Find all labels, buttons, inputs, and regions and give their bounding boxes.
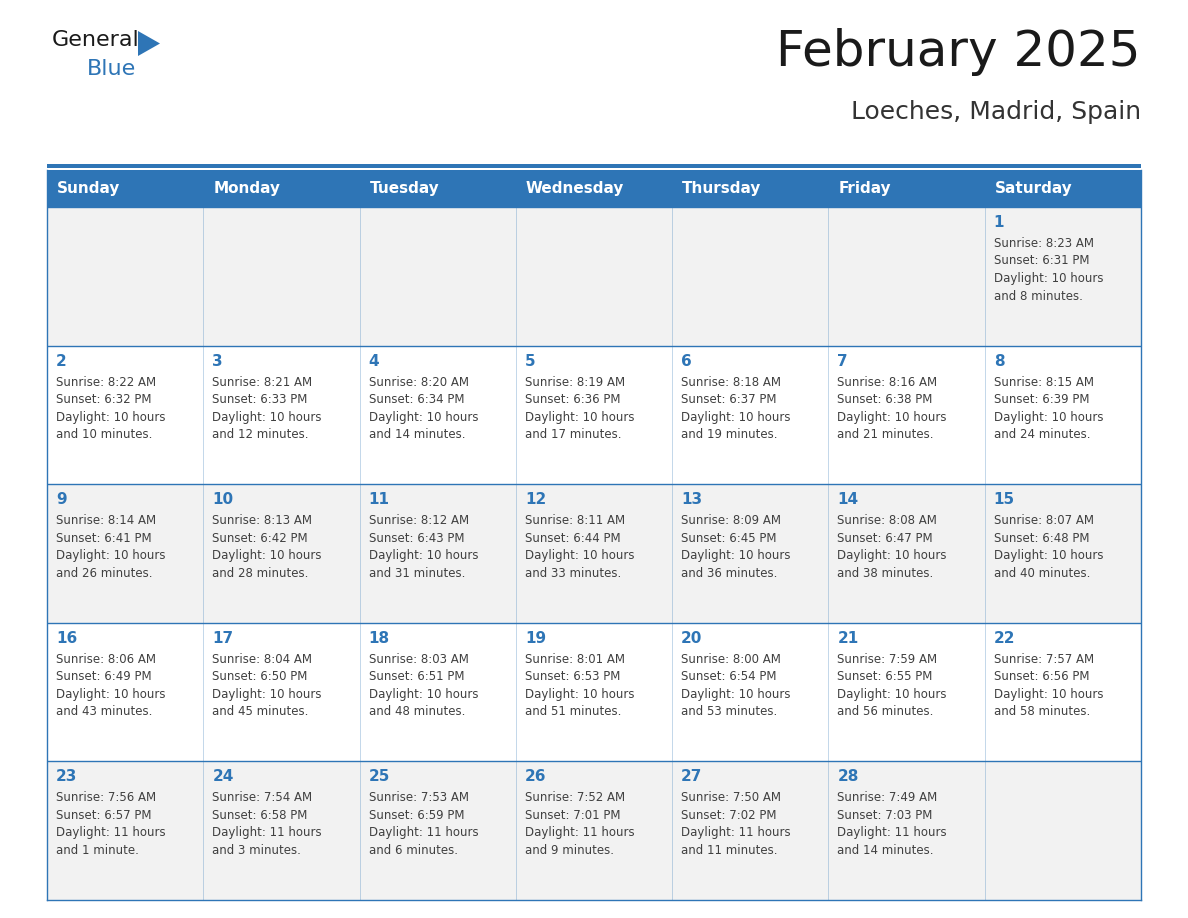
Text: 12: 12	[525, 492, 546, 508]
Text: 13: 13	[681, 492, 702, 508]
Text: 14: 14	[838, 492, 859, 508]
Text: Sunrise: 8:03 AM
Sunset: 6:51 PM
Daylight: 10 hours
and 48 minutes.: Sunrise: 8:03 AM Sunset: 6:51 PM Dayligh…	[368, 653, 478, 718]
Bar	[516, 170, 672, 207]
Bar	[48, 484, 1140, 622]
Text: Loeches, Madrid, Spain: Loeches, Madrid, Spain	[851, 100, 1140, 124]
Text: 25: 25	[368, 769, 390, 784]
Bar	[48, 170, 203, 207]
Text: 27: 27	[681, 769, 702, 784]
Text: Sunrise: 8:16 AM
Sunset: 6:38 PM
Daylight: 10 hours
and 21 minutes.: Sunrise: 8:16 AM Sunset: 6:38 PM Dayligh…	[838, 375, 947, 442]
Text: 19: 19	[525, 631, 546, 645]
Bar	[985, 170, 1140, 207]
Text: 7: 7	[838, 353, 848, 369]
Text: Wednesday: Wednesday	[526, 181, 624, 196]
Text: Sunrise: 8:15 AM
Sunset: 6:39 PM
Daylight: 10 hours
and 24 minutes.: Sunrise: 8:15 AM Sunset: 6:39 PM Dayligh…	[993, 375, 1104, 442]
Text: 21: 21	[838, 631, 859, 645]
Text: 26: 26	[525, 769, 546, 784]
Text: 2: 2	[56, 353, 67, 369]
Text: 5: 5	[525, 353, 536, 369]
Text: Sunrise: 8:20 AM
Sunset: 6:34 PM
Daylight: 10 hours
and 14 minutes.: Sunrise: 8:20 AM Sunset: 6:34 PM Dayligh…	[368, 375, 478, 442]
Text: Sunday: Sunday	[57, 181, 120, 196]
Text: 20: 20	[681, 631, 702, 645]
Bar	[203, 170, 360, 207]
Text: 1: 1	[993, 215, 1004, 230]
Text: 10: 10	[213, 492, 233, 508]
Text: Monday: Monday	[214, 181, 280, 196]
Text: February 2025: February 2025	[777, 28, 1140, 76]
Text: Sunrise: 8:08 AM
Sunset: 6:47 PM
Daylight: 10 hours
and 38 minutes.: Sunrise: 8:08 AM Sunset: 6:47 PM Dayligh…	[838, 514, 947, 579]
Text: 16: 16	[56, 631, 77, 645]
Text: 22: 22	[993, 631, 1016, 645]
Text: Sunrise: 8:06 AM
Sunset: 6:49 PM
Daylight: 10 hours
and 43 minutes.: Sunrise: 8:06 AM Sunset: 6:49 PM Dayligh…	[56, 653, 165, 718]
Text: Sunrise: 8:22 AM
Sunset: 6:32 PM
Daylight: 10 hours
and 10 minutes.: Sunrise: 8:22 AM Sunset: 6:32 PM Dayligh…	[56, 375, 165, 442]
Bar	[360, 170, 516, 207]
Text: Sunrise: 8:21 AM
Sunset: 6:33 PM
Daylight: 10 hours
and 12 minutes.: Sunrise: 8:21 AM Sunset: 6:33 PM Dayligh…	[213, 375, 322, 442]
Bar	[672, 170, 828, 207]
Text: Sunrise: 7:53 AM
Sunset: 6:59 PM
Daylight: 11 hours
and 6 minutes.: Sunrise: 7:53 AM Sunset: 6:59 PM Dayligh…	[368, 791, 479, 856]
Text: Sunrise: 8:12 AM
Sunset: 6:43 PM
Daylight: 10 hours
and 31 minutes.: Sunrise: 8:12 AM Sunset: 6:43 PM Dayligh…	[368, 514, 478, 579]
Bar	[48, 163, 1140, 168]
Text: Friday: Friday	[839, 181, 891, 196]
Bar	[828, 170, 985, 207]
Text: Sunrise: 7:52 AM
Sunset: 7:01 PM
Daylight: 11 hours
and 9 minutes.: Sunrise: 7:52 AM Sunset: 7:01 PM Dayligh…	[525, 791, 634, 856]
Text: Sunrise: 8:23 AM
Sunset: 6:31 PM
Daylight: 10 hours
and 8 minutes.: Sunrise: 8:23 AM Sunset: 6:31 PM Dayligh…	[993, 237, 1104, 303]
Text: 18: 18	[368, 631, 390, 645]
Polygon shape	[138, 31, 160, 56]
Text: Sunrise: 8:07 AM
Sunset: 6:48 PM
Daylight: 10 hours
and 40 minutes.: Sunrise: 8:07 AM Sunset: 6:48 PM Dayligh…	[993, 514, 1104, 579]
Bar	[48, 622, 1140, 761]
Text: General: General	[52, 30, 140, 50]
Text: 8: 8	[993, 353, 1004, 369]
Text: Sunrise: 8:13 AM
Sunset: 6:42 PM
Daylight: 10 hours
and 28 minutes.: Sunrise: 8:13 AM Sunset: 6:42 PM Dayligh…	[213, 514, 322, 579]
Text: Saturday: Saturday	[994, 181, 1073, 196]
Text: Thursday: Thursday	[682, 181, 762, 196]
Bar	[48, 345, 1140, 484]
Text: Sunrise: 8:14 AM
Sunset: 6:41 PM
Daylight: 10 hours
and 26 minutes.: Sunrise: 8:14 AM Sunset: 6:41 PM Dayligh…	[56, 514, 165, 579]
Text: 24: 24	[213, 769, 234, 784]
Text: 28: 28	[838, 769, 859, 784]
Text: 23: 23	[56, 769, 77, 784]
Text: 9: 9	[56, 492, 67, 508]
Text: Sunrise: 8:00 AM
Sunset: 6:54 PM
Daylight: 10 hours
and 53 minutes.: Sunrise: 8:00 AM Sunset: 6:54 PM Dayligh…	[681, 653, 791, 718]
Text: 11: 11	[368, 492, 390, 508]
Text: Sunrise: 7:56 AM
Sunset: 6:57 PM
Daylight: 11 hours
and 1 minute.: Sunrise: 7:56 AM Sunset: 6:57 PM Dayligh…	[56, 791, 165, 856]
Text: 4: 4	[368, 353, 379, 369]
Bar	[48, 761, 1140, 900]
Text: Sunrise: 7:50 AM
Sunset: 7:02 PM
Daylight: 11 hours
and 11 minutes.: Sunrise: 7:50 AM Sunset: 7:02 PM Dayligh…	[681, 791, 791, 856]
Text: Sunrise: 8:09 AM
Sunset: 6:45 PM
Daylight: 10 hours
and 36 minutes.: Sunrise: 8:09 AM Sunset: 6:45 PM Dayligh…	[681, 514, 791, 579]
Text: Sunrise: 7:49 AM
Sunset: 7:03 PM
Daylight: 11 hours
and 14 minutes.: Sunrise: 7:49 AM Sunset: 7:03 PM Dayligh…	[838, 791, 947, 856]
Text: Sunrise: 8:01 AM
Sunset: 6:53 PM
Daylight: 10 hours
and 51 minutes.: Sunrise: 8:01 AM Sunset: 6:53 PM Dayligh…	[525, 653, 634, 718]
Bar	[48, 207, 1140, 345]
Text: 3: 3	[213, 353, 223, 369]
Text: Tuesday: Tuesday	[369, 181, 440, 196]
Text: Sunrise: 8:18 AM
Sunset: 6:37 PM
Daylight: 10 hours
and 19 minutes.: Sunrise: 8:18 AM Sunset: 6:37 PM Dayligh…	[681, 375, 791, 442]
Text: Sunrise: 7:59 AM
Sunset: 6:55 PM
Daylight: 10 hours
and 56 minutes.: Sunrise: 7:59 AM Sunset: 6:55 PM Dayligh…	[838, 653, 947, 718]
Text: Sunrise: 8:11 AM
Sunset: 6:44 PM
Daylight: 10 hours
and 33 minutes.: Sunrise: 8:11 AM Sunset: 6:44 PM Dayligh…	[525, 514, 634, 579]
Text: 6: 6	[681, 353, 691, 369]
Text: Blue: Blue	[87, 59, 137, 79]
Text: Sunrise: 8:04 AM
Sunset: 6:50 PM
Daylight: 10 hours
and 45 minutes.: Sunrise: 8:04 AM Sunset: 6:50 PM Dayligh…	[213, 653, 322, 718]
Text: 17: 17	[213, 631, 233, 645]
Text: 15: 15	[993, 492, 1015, 508]
Text: Sunrise: 7:57 AM
Sunset: 6:56 PM
Daylight: 10 hours
and 58 minutes.: Sunrise: 7:57 AM Sunset: 6:56 PM Dayligh…	[993, 653, 1104, 718]
Text: Sunrise: 8:19 AM
Sunset: 6:36 PM
Daylight: 10 hours
and 17 minutes.: Sunrise: 8:19 AM Sunset: 6:36 PM Dayligh…	[525, 375, 634, 442]
Text: Sunrise: 7:54 AM
Sunset: 6:58 PM
Daylight: 11 hours
and 3 minutes.: Sunrise: 7:54 AM Sunset: 6:58 PM Dayligh…	[213, 791, 322, 856]
